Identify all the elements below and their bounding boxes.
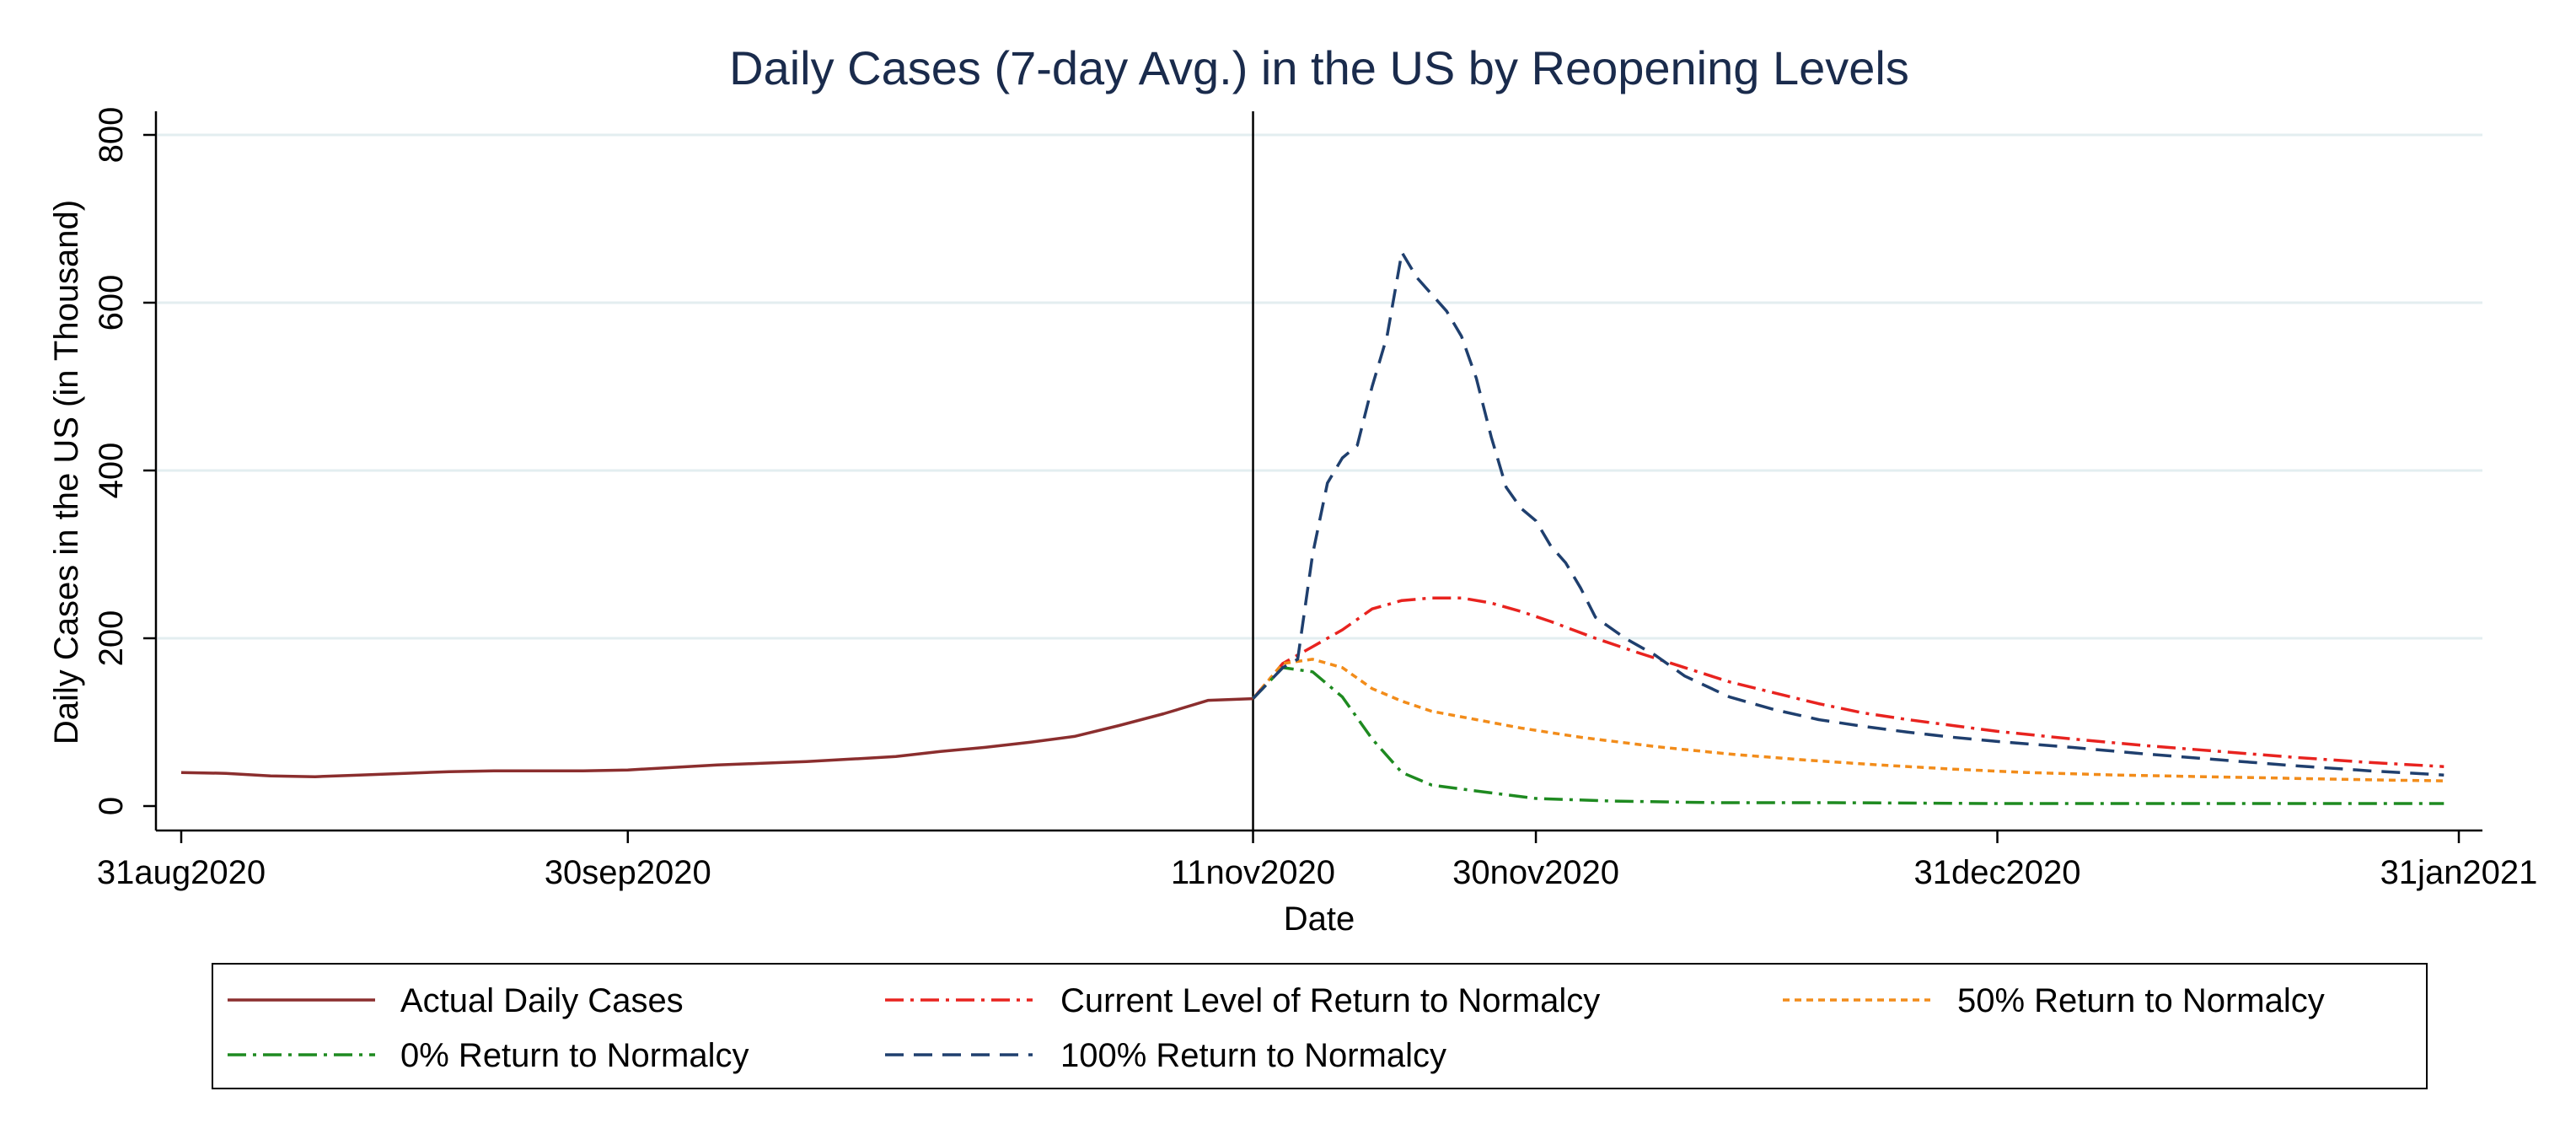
grid-lines (158, 133, 2482, 640)
series-line-3 (1252, 666, 2445, 805)
y-axis: 0 200 400 600 800 (93, 107, 158, 831)
x-tick-label: 31aug2020 (97, 854, 266, 891)
legend-box (212, 963, 2428, 1089)
legend-label-4: 100% Return to Normalcy (1060, 1037, 1446, 1074)
x-tick-label: 31jan2021 (2380, 854, 2538, 891)
y-tick-label: 800 (93, 107, 130, 164)
y-axis-label: Daily Cases in the US (in Thousand) (48, 200, 85, 745)
chart-title: Daily Cases (7-day Avg.) in the US by Re… (729, 41, 1909, 94)
series-group (180, 250, 2445, 805)
y-tick-label: 400 (93, 443, 130, 499)
x-axis: 31aug2020 30sep2020 11nov2020 30nov2020 31de… (97, 829, 2538, 891)
x-tick-label: 30nov2020 (1452, 854, 1619, 891)
y-tick-label: 600 (93, 275, 130, 331)
legend-label-2: 50% Return to Normalcy (1957, 982, 2325, 1019)
legend-label-0: Actual Daily Cases (400, 982, 684, 1019)
x-tick-label: 31dec2020 (1914, 854, 2081, 891)
x-tick-label: 11nov2020 (1171, 854, 1335, 891)
series-line-1 (1252, 596, 2445, 768)
x-tick-label: 30sep2020 (545, 854, 711, 891)
series-line-4 (1252, 250, 2445, 777)
y-tick-label: 200 (93, 610, 130, 667)
legend-label-3: 0% Return to Normalcy (400, 1037, 749, 1074)
series-line-0 (180, 696, 1253, 778)
legend-label-1: Current Level of Return to Normalcy (1060, 982, 1600, 1019)
x-axis-label: Date (1284, 900, 1355, 938)
series-line-2 (1252, 658, 2445, 782)
legend: Actual Daily Cases Current Level of Retur… (212, 963, 2428, 1089)
y-tick-label: 0 (93, 797, 130, 815)
